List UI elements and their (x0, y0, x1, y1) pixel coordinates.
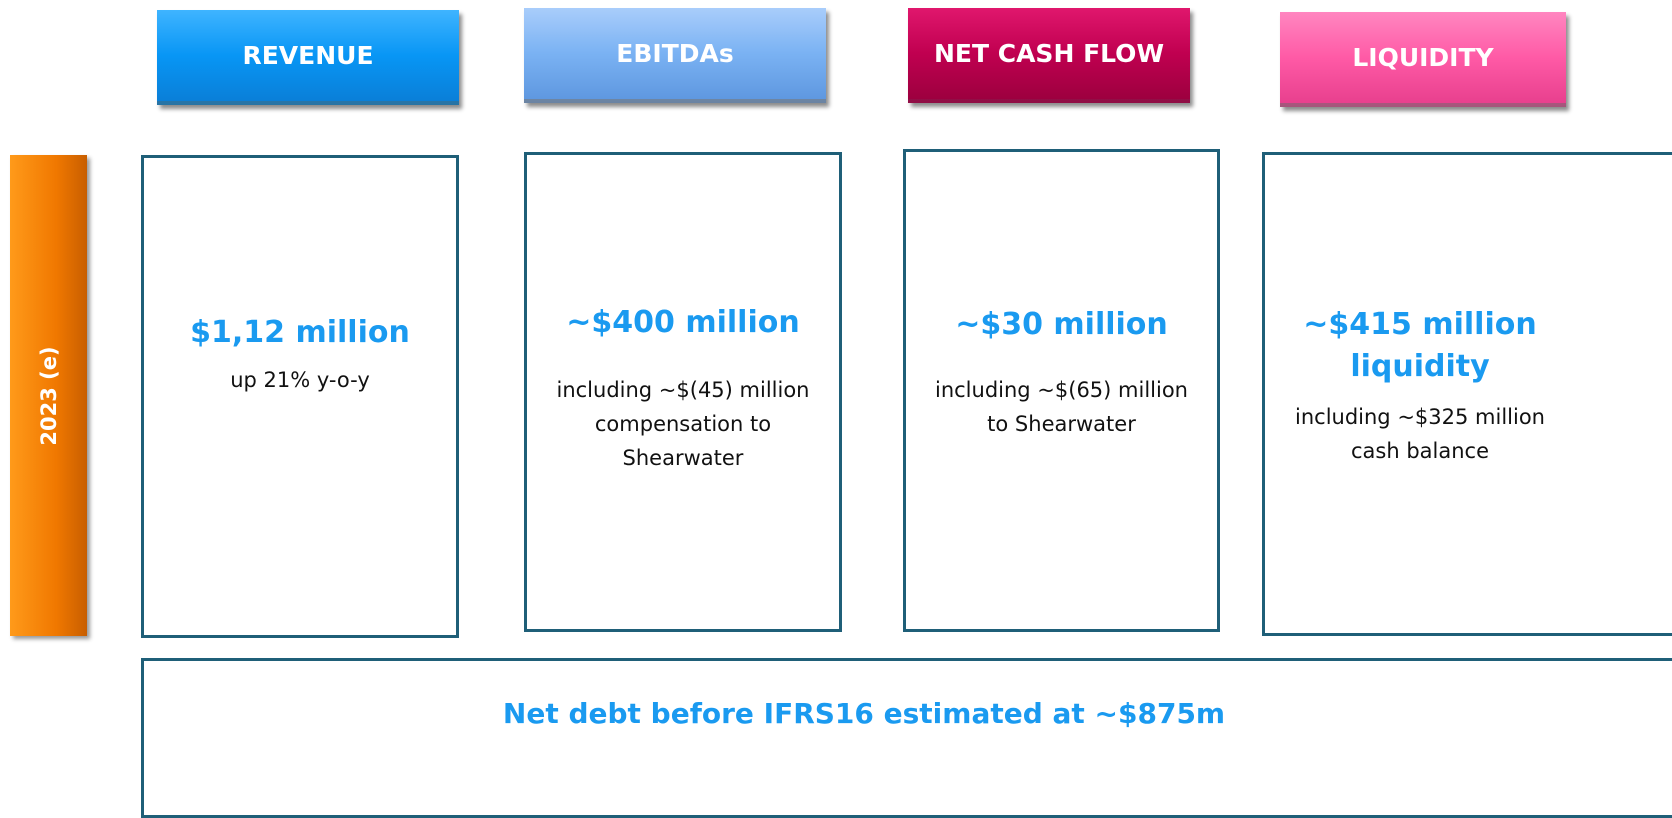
value-text: ~$400 million (566, 305, 800, 340)
description-text: to Shearwater (987, 412, 1136, 436)
column-header: EBITDAs (524, 8, 826, 103)
column-box (524, 152, 842, 632)
column-box (141, 155, 459, 638)
value-text: ~$415 million (1303, 307, 1537, 342)
column-box (903, 149, 1220, 632)
value-text: $1,12 million (190, 315, 410, 350)
description-text: compensation to (594, 412, 772, 436)
column-header: NET CASH FLOW (908, 8, 1190, 103)
period-bar: 2023 (e) (10, 155, 87, 636)
description-text: including ~$(45) million (556, 378, 810, 402)
footer-text: Net debt before IFRS16 estimated at ~$87… (502, 697, 1226, 730)
description-text: cash balance (1350, 439, 1490, 463)
column-box (1262, 152, 1672, 636)
description-text: Shearwater (622, 446, 744, 470)
column-header: LIQUIDITY (1280, 12, 1566, 107)
footer-box: Net debt before IFRS16 estimated at ~$87… (141, 658, 1672, 818)
description-text: up 21% y-o-y (230, 368, 370, 392)
column-header: REVENUE (157, 10, 459, 105)
description-text: including ~$(65) million (934, 378, 1188, 402)
value-text: liquidity (1350, 349, 1490, 384)
value-text: ~$30 million (955, 307, 1168, 342)
description-text: including ~$325 million (1295, 405, 1545, 429)
